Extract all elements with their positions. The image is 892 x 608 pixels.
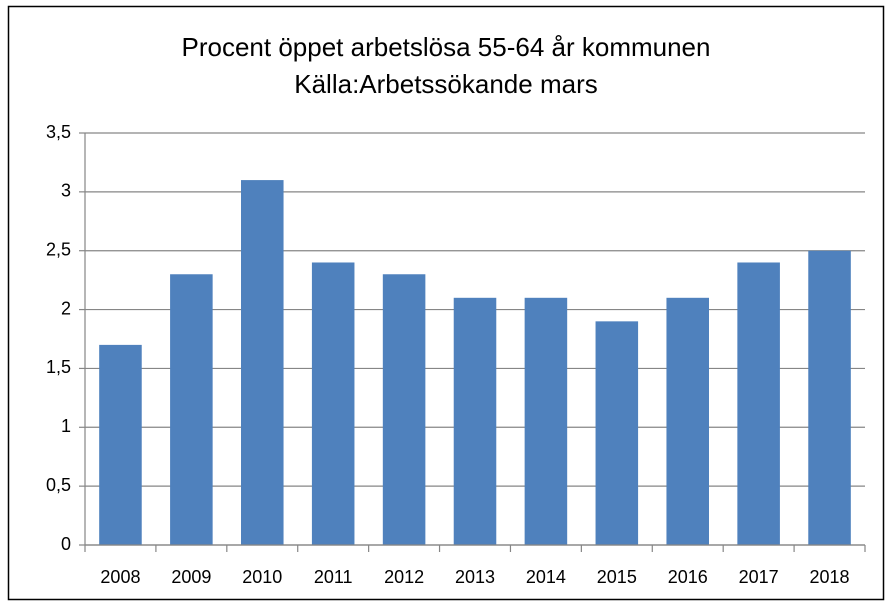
bar bbox=[595, 321, 639, 545]
bar bbox=[382, 274, 426, 545]
chart-subtitle: Källa:Arbetssökande mars bbox=[294, 69, 597, 99]
y-tick-label: 2 bbox=[61, 298, 71, 318]
y-tick-label: 0,5 bbox=[46, 475, 71, 495]
x-tick-label: 2013 bbox=[455, 567, 495, 587]
x-tick-label: 2016 bbox=[668, 567, 708, 587]
chart-title: Procent öppet arbetslösa 55-64 år kommun… bbox=[182, 32, 711, 62]
y-tick-label: 1,5 bbox=[46, 357, 71, 377]
x-tick-label: 2014 bbox=[526, 567, 566, 587]
bar bbox=[453, 297, 497, 545]
y-tick-label: 3 bbox=[61, 181, 71, 201]
x-tick-label: 2010 bbox=[242, 567, 282, 587]
y-tick-label: 3,5 bbox=[46, 122, 71, 142]
x-tick-label: 2009 bbox=[171, 567, 211, 587]
x-tick-label: 2015 bbox=[597, 567, 637, 587]
bar bbox=[666, 297, 709, 545]
bar bbox=[170, 274, 213, 545]
bar bbox=[99, 344, 142, 545]
y-tick-label: 1 bbox=[61, 416, 71, 436]
y-tick-label: 0 bbox=[61, 534, 71, 554]
x-tick-label: 2011 bbox=[314, 567, 353, 587]
x-tick-label: 2018 bbox=[810, 567, 850, 587]
y-tick-label: 2,5 bbox=[46, 239, 71, 259]
x-tick-label: 2012 bbox=[384, 567, 424, 587]
bar bbox=[808, 250, 851, 545]
x-tick-label: 2008 bbox=[100, 567, 140, 587]
bar bbox=[241, 180, 284, 546]
x-tick-label: 2017 bbox=[739, 567, 779, 587]
bar bbox=[737, 262, 780, 545]
bar bbox=[524, 297, 568, 545]
bar bbox=[311, 262, 355, 545]
